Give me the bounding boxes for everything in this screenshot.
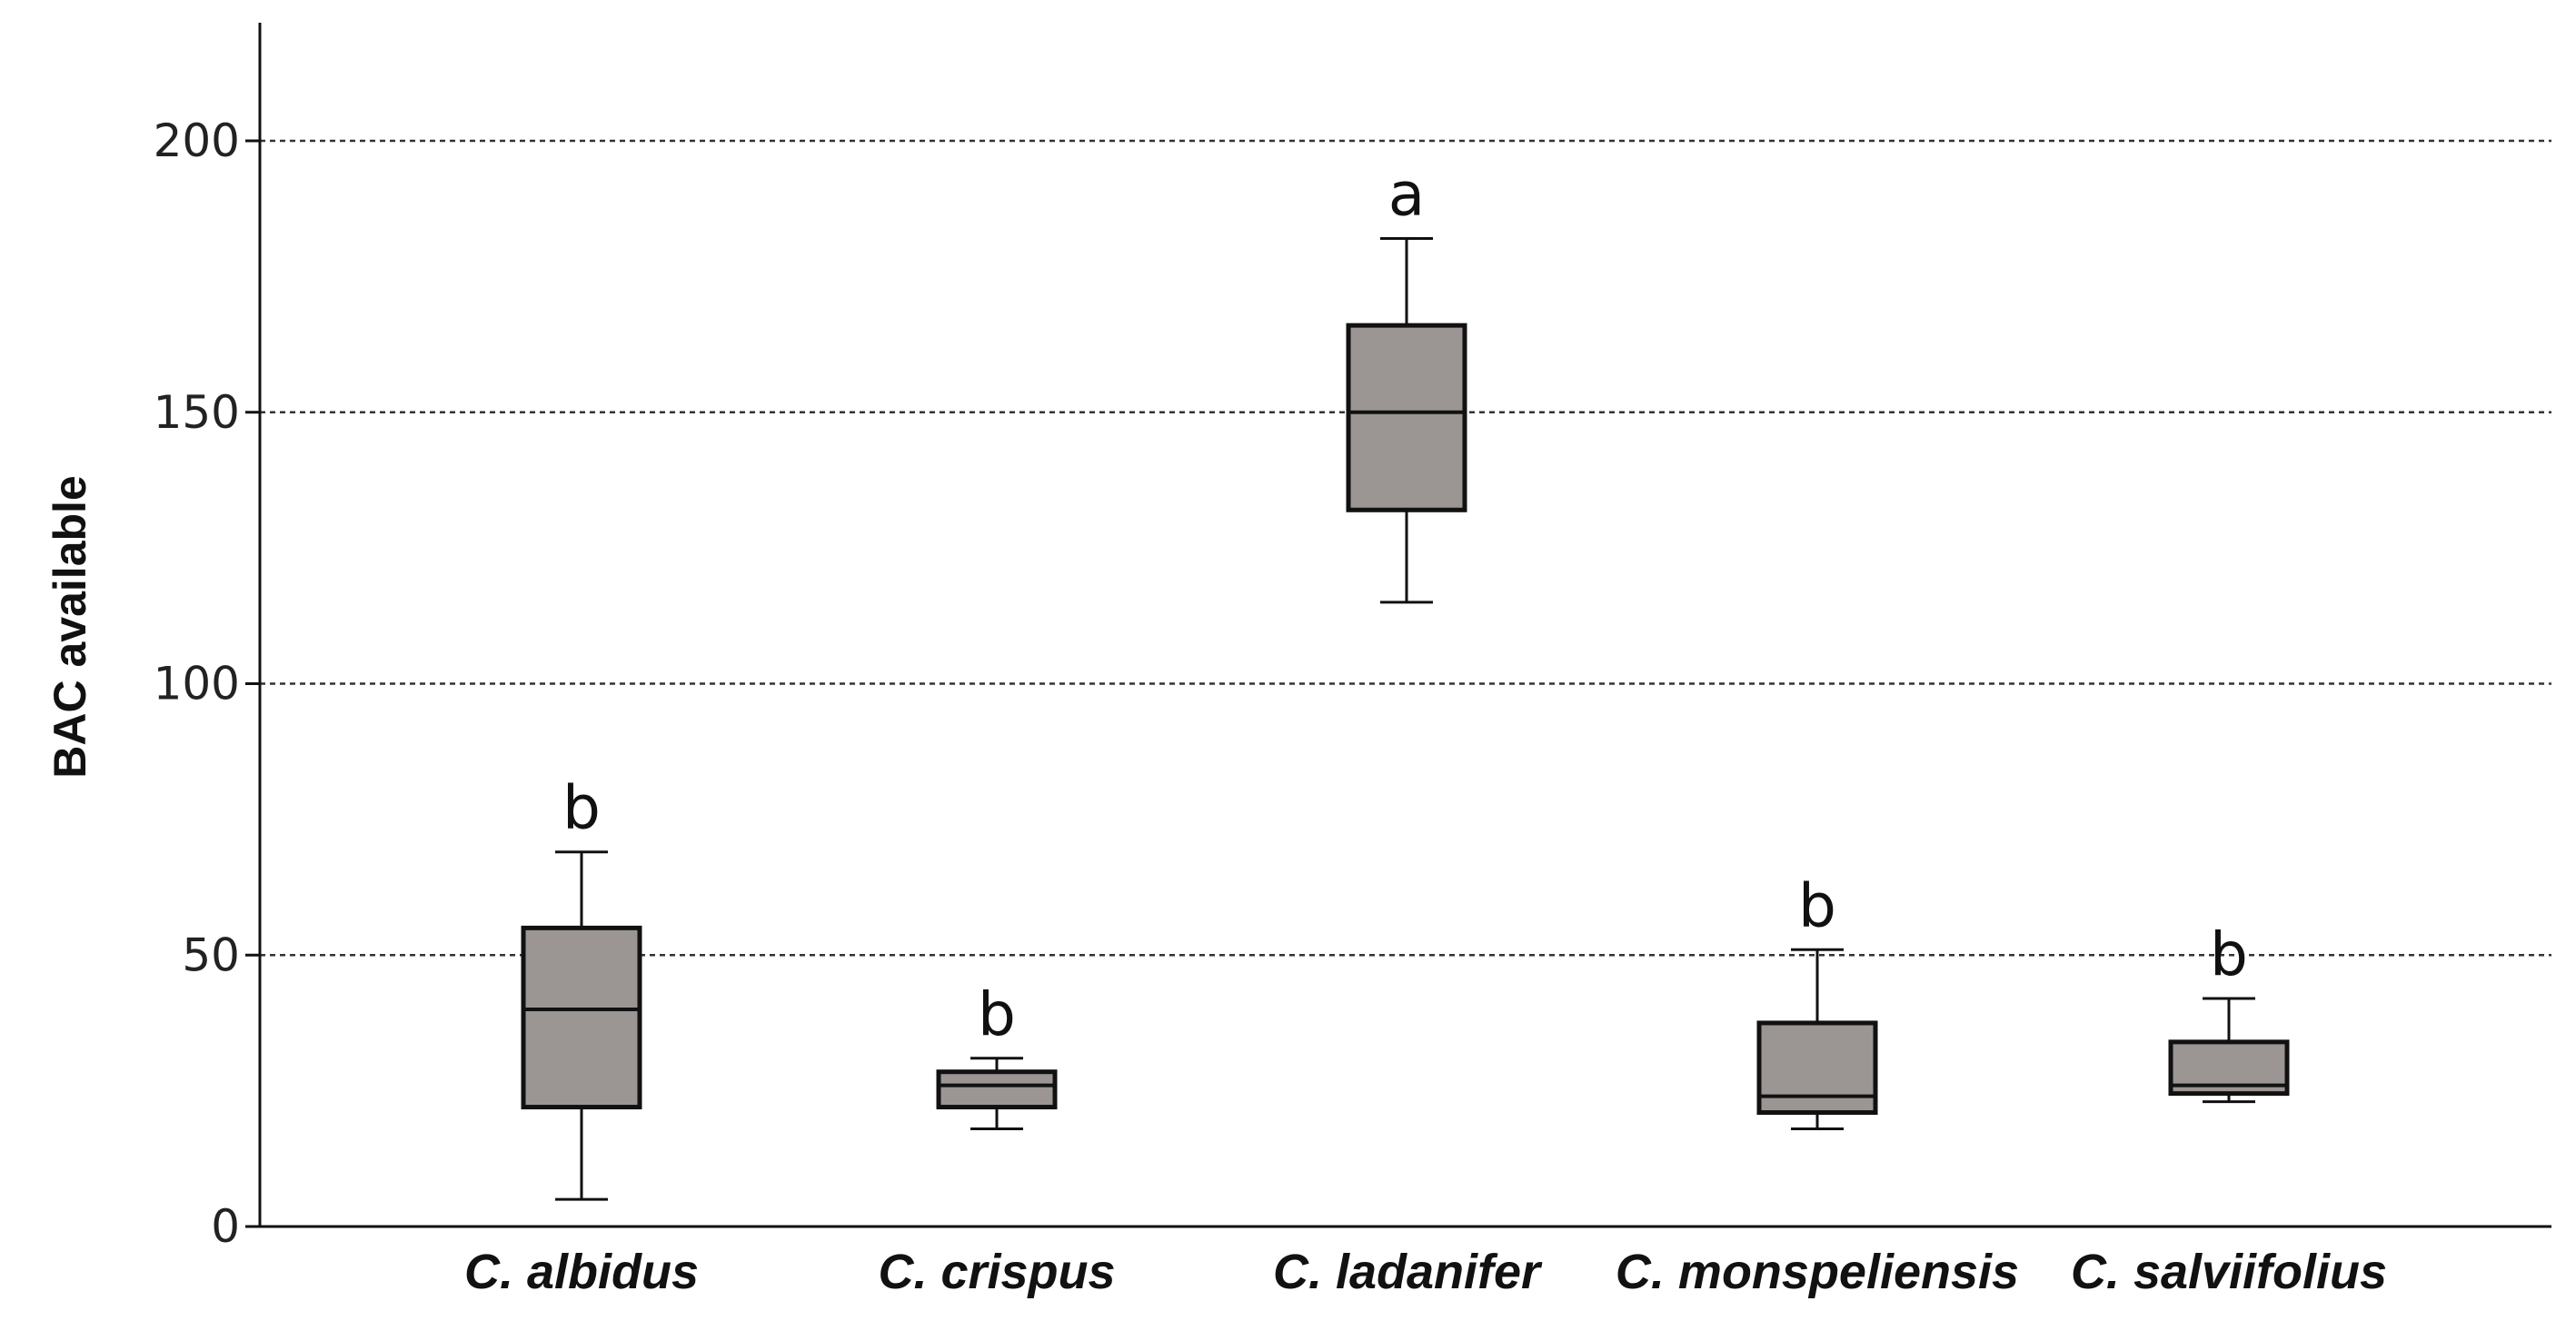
box-0: b xyxy=(521,773,642,1201)
axes xyxy=(258,23,2551,1228)
significance-letter: b xyxy=(2210,919,2248,989)
y-tick-labels: 0 50 100 150 200 xyxy=(154,114,260,1253)
y-axis-label: BAC available xyxy=(45,475,95,778)
iqr-box xyxy=(521,925,642,1110)
significance-letter: a xyxy=(1388,160,1425,230)
iqr-box xyxy=(936,1069,1058,1110)
y-tick-label-50: 50 xyxy=(182,929,240,981)
x-tick-label-0: C. albidus xyxy=(464,1245,699,1299)
x-tick-label-1: C. crispus xyxy=(878,1245,1115,1299)
significance-letter: b xyxy=(1798,870,1836,940)
significance-letter: b xyxy=(978,979,1016,1049)
y-tick-label-0: 0 xyxy=(211,1200,240,1253)
boxes: b b a b b xyxy=(521,160,2290,1201)
iqr-box xyxy=(1756,1020,1878,1116)
iqr-box xyxy=(1346,323,1467,512)
box-3: b xyxy=(1756,870,1878,1130)
box-2: a xyxy=(1346,160,1467,604)
x-tick-label-4: C. salviifolius xyxy=(2071,1245,2387,1299)
x-tick-label-2: C. ladanifer xyxy=(1273,1245,1543,1299)
y-tick-label-150: 150 xyxy=(154,386,240,439)
x-tick-labels: C. albidus C. crispus C. ladanifer C. monsp… xyxy=(464,1245,2387,1299)
significance-letter: b xyxy=(562,773,601,843)
y-tick-label-100: 100 xyxy=(154,658,240,710)
box-4: b xyxy=(2168,919,2290,1104)
x-tick-label-3: C. monspeliensis xyxy=(1616,1245,2019,1299)
y-tick-label-200: 200 xyxy=(154,114,240,167)
box-1: b xyxy=(936,979,1058,1130)
